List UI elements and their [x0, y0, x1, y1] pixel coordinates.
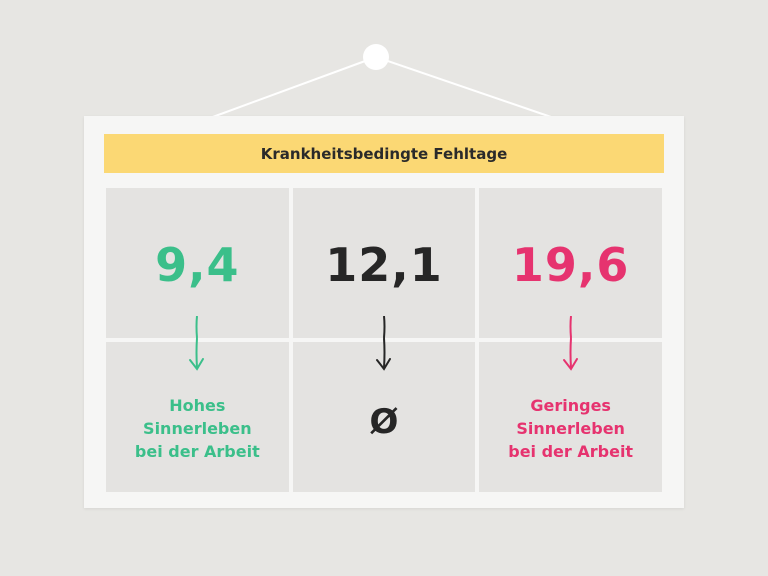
label-cell-high: Hohes Sinnerleben bei der Arbeit [106, 338, 289, 492]
arrow-down-icon [189, 338, 205, 371]
stats-grid: 9,4 12,1 19,6 Hohes Sinnerle [106, 188, 662, 492]
label-cell-average: Ø [292, 338, 476, 492]
value-high: 9,4 [155, 238, 240, 292]
title-bar: Krankheitsbedingte Fehltage [104, 134, 664, 173]
value-low: 19,6 [511, 238, 630, 292]
arrow-down-icon [195, 316, 199, 338]
arrow-down-icon [562, 338, 578, 371]
average-icon: Ø [369, 402, 399, 442]
label-high: Hohes Sinnerleben bei der Arbeit [134, 396, 260, 461]
label-cell-low: Geringes Sinnerleben bei der Arbeit [479, 338, 662, 492]
label-low: Geringes Sinnerleben bei der Arbeit [508, 396, 634, 461]
value-cell-low: 19,6 [479, 188, 662, 338]
value-cell-high: 9,4 [106, 188, 289, 338]
sign-board: Krankheitsbedingte Fehltage 9,4 12,1 19,… [84, 116, 684, 508]
page-title: Krankheitsbedingte Fehltage [260, 144, 508, 163]
value-cell-average: 12,1 [292, 188, 476, 338]
arrow-down-icon [375, 338, 391, 371]
arrow-down-icon [382, 316, 386, 338]
value-average: 12,1 [325, 238, 443, 292]
arrow-down-icon [569, 316, 572, 338]
hanger-icon [209, 44, 555, 119]
